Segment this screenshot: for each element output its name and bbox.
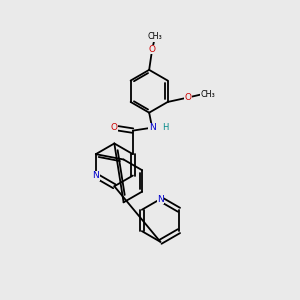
Text: CH₃: CH₃ [201, 90, 216, 99]
Text: O: O [148, 45, 156, 54]
Text: O: O [110, 123, 117, 132]
Text: H: H [163, 123, 169, 132]
Text: N: N [149, 123, 155, 132]
Text: N: N [157, 194, 164, 203]
Text: N: N [92, 171, 99, 180]
Text: O: O [184, 93, 191, 102]
Text: CH₃: CH₃ [148, 32, 163, 41]
